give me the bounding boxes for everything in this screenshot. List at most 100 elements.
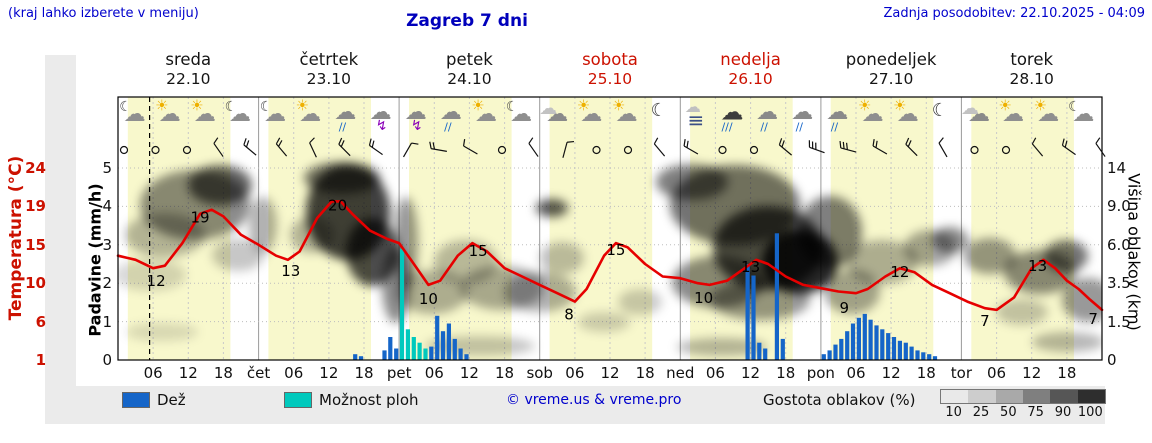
cloud-icon: ☁ [158,102,181,127]
day-header-nedelja: nedelja 26.10 [720,50,781,88]
cloud-icon: ☁ [684,97,701,116]
weather-icon-sun-cloud: ☀ ☁ [857,98,891,134]
precipitation-tick: 4 [102,197,112,216]
x-hour-tick: 18 [354,364,374,382]
density-gradient-step [1022,390,1051,403]
x-hour-tick: 06 [284,364,304,382]
weather-icon-moon-cloud: ☾ ☁ [224,100,258,134]
moon-icon: ☾ [505,99,519,115]
x-hour-tick: 06 [987,364,1007,382]
calm-wind-icon [970,145,979,155]
svg-text:13: 13 [281,262,300,280]
cloud-icon: ☁ [1072,102,1095,127]
cloud-icon: ☁ [756,100,779,125]
svg-text:15: 15 [469,242,488,260]
svg-text:19: 19 [190,209,209,227]
moon-icon: ☾ [650,100,667,121]
cloud-height-tick: 0 [1107,351,1117,369]
cloud-icon: ☁ [791,100,814,125]
calm-wind-icon [1001,145,1011,155]
weather-icon-moon: ☾ [646,100,680,134]
cloud-icon: ☁ [580,102,603,127]
calm-wind-icon [623,145,633,155]
wind-barb-icon [872,139,888,155]
sun-icon: ☀ [611,96,626,115]
calm-wind-icon [151,145,160,155]
rain-drops-icon: ∕∕ [795,120,803,134]
precipitation-tick: 1 [102,312,112,331]
temperature-tick: 15 [25,235,46,254]
cloud-icon: ☁ [1002,102,1025,127]
precipitation-bars [353,233,938,360]
x-hour-tick: 18 [495,364,515,382]
calm-wind-icon [592,145,601,155]
plot-frame [117,96,1103,361]
cloud-icon: ☁ [510,102,533,127]
wind-barb-icon [778,138,793,156]
wind-barb-icon [528,137,539,157]
wind-barb-icon [905,137,918,157]
last-update: Zadnja posodobitev: 22.10.2025 - 04:09 [883,6,1145,21]
weather-icon-fog: ☁ ≡ [681,97,715,134]
x-hour-tick: 12 [459,364,479,382]
cloud-height-tick: 9.0 [1107,197,1131,216]
moon-icon: ☾ [931,100,948,121]
wind-barb-icon [429,141,447,152]
sun-icon: ☀ [576,96,591,115]
x-hour-tick: 18 [213,364,233,382]
density-gradient-step [1050,390,1078,403]
sun-icon: ☀ [892,96,907,115]
x-hour-tick: 12 [178,364,198,382]
weather-icon-rain: ☁ ∕∕ [435,100,469,134]
weather-icon-rain: ☁ ∕∕ [329,100,363,134]
cloud-icon: ☁ [475,102,497,127]
cloud-height-tick: 6.0 [1107,235,1131,254]
svg-text:7: 7 [1088,310,1098,328]
wind-barb-icon [562,140,575,158]
moon-icon: ☾ [119,99,132,115]
day-header-četrtek: četrtek 23.10 [299,50,359,88]
svg-text:8: 8 [564,306,574,324]
x-hour-tick: 06 [846,364,866,382]
copyright-link[interactable]: © vreme.us & vreme.pro [506,392,682,408]
moon-icon: ☾ [259,99,273,115]
svg-text:10: 10 [419,290,438,308]
temperature-tick: 24 [25,159,46,177]
density-tick: 10 [945,405,962,420]
cloud-icon: ☁ [896,102,919,127]
weather-icon-rain: ☁ ∕∕ [821,100,855,134]
x-hour-tick: 06 [424,364,444,382]
lightning-icon: ↯ [410,118,423,134]
svg-text:12: 12 [147,272,166,290]
location-menu-hint: (kraj lahko izberete v meniju) [8,6,199,21]
x-hour-tick: 18 [776,364,796,382]
rain-drops-icon: ∕∕∕ [721,120,733,134]
wind-barb-icon [243,138,257,156]
temperature-tick: 10 [25,274,46,293]
rain-drops-icon: ∕∕ [444,120,452,134]
shower-legend-label: Možnost ploh [319,391,419,409]
sun-icon: ☀ [471,96,485,115]
wind-barb-icon [653,137,666,157]
left-gutter [45,55,76,424]
day-header-torek: torek 28.10 [1009,50,1054,88]
cloud-icon: ☁ [720,99,744,126]
svg-text:13: 13 [1028,257,1047,275]
wind-barb-icon [1031,137,1044,157]
sun-icon: ☀ [295,96,310,115]
cloud-icon: ☁ [193,102,216,127]
cloud-height-tick: 3.5 [1107,274,1131,293]
rain-drops-icon: ∕∕ [830,120,839,134]
weather-icon-cloud: ☁ ☁ [961,100,996,134]
calm-wind-icon [182,145,192,155]
wind-barb-icon [683,139,699,155]
density-gradient-step [995,390,1023,403]
rain-drops-icon: ∕∕ [760,120,768,134]
wind-barb-icon [1061,138,1076,156]
cloud-icon: ☁ [546,102,569,127]
cloud-icon: ☁ [369,100,392,125]
cloud-density-gradient [940,389,1106,404]
temperature-tick: 6 [35,312,46,331]
weather-icon-sun-cloud: ☀ ☁ [1032,98,1066,134]
wind-barb-icon [213,137,224,157]
